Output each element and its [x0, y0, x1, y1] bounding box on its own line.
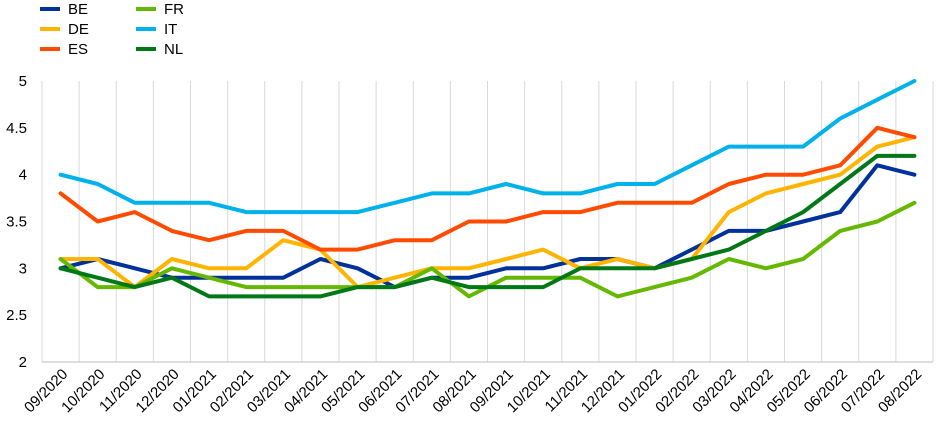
y-axis: 2 2.5 3 3.5 4 4.5 5	[6, 73, 27, 371]
chart-grid	[41, 81, 934, 363]
legend-label-fr: FR	[164, 1, 184, 18]
x-axis: 09/202010/202011/202012/202001/202102/20…	[21, 366, 925, 416]
legend-label-es: ES	[68, 41, 88, 58]
series-line-es	[58, 125, 917, 252]
series-line-de	[58, 135, 917, 290]
chart-series	[58, 79, 917, 299]
y-tick-label: 4.5	[6, 120, 27, 137]
y-tick-label: 3	[19, 260, 27, 277]
y-tick-label: 4	[19, 167, 27, 184]
y-tick-label: 5	[19, 73, 27, 90]
legend-label-de: DE	[68, 21, 89, 38]
y-tick-label: 3.5	[6, 214, 27, 231]
chart-legend: BE DE ES FR IT NL	[40, 1, 184, 58]
legend-label-it: IT	[164, 21, 177, 38]
y-tick-label: 2.5	[6, 307, 27, 324]
y-tick-label: 2	[19, 354, 27, 371]
series-line-it	[58, 79, 917, 215]
series-line-nl	[58, 153, 917, 299]
legend-label-be: BE	[68, 1, 88, 18]
legend-label-nl: NL	[164, 41, 183, 58]
